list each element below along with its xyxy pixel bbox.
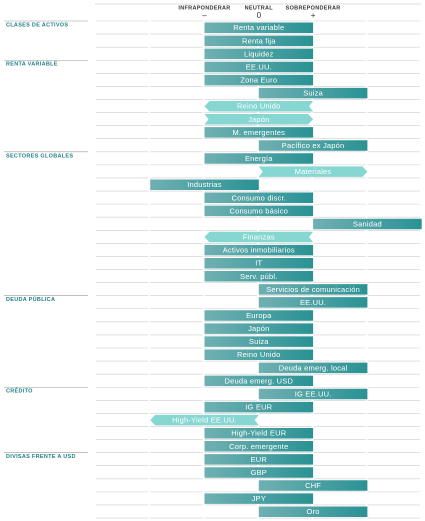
bar-label: EE.UU. <box>246 62 272 71</box>
position-bar <box>258 87 368 99</box>
bar-label: Consumo discr. <box>232 193 287 202</box>
section-title: DEUDA PÚBLICA <box>6 296 55 303</box>
position-bar <box>204 323 314 334</box>
position-bar <box>204 454 314 465</box>
bar-label: Zona Euro <box>240 76 277 85</box>
bar-label: CHF <box>305 481 321 490</box>
bar-label: Materiales <box>295 167 332 176</box>
bar-label: IT <box>255 259 262 268</box>
position-bar <box>204 349 314 360</box>
section-title: CLASES DE ACTIVOS <box>6 22 68 28</box>
position-bar <box>204 401 314 413</box>
bar-label: EUR <box>251 455 268 464</box>
section-title: RENTA VARIABLE <box>6 62 58 68</box>
position-bar <box>204 153 314 164</box>
bar-label: Industrias <box>187 180 222 189</box>
position-bar <box>258 297 368 308</box>
position-bar <box>150 414 259 426</box>
bar-label: Deuda emerg. USD <box>224 376 293 385</box>
bar-label: Energía <box>245 154 273 163</box>
bar-label: Liquidez <box>244 49 274 58</box>
position-bar <box>258 480 368 491</box>
bar-label: Deuda emerg. local <box>279 363 348 372</box>
position-bar <box>258 388 368 400</box>
bar-label: Consumo básico <box>229 206 288 215</box>
position-bar <box>204 493 314 504</box>
section-title: DIVISAS FRENTE A USD <box>6 454 76 460</box>
bar-label: Serv. públ. <box>240 272 278 281</box>
column-symbol: 0 <box>257 11 262 20</box>
position-bar <box>204 48 314 60</box>
position-bar <box>204 244 314 256</box>
bar-label: Servicios de comunicación <box>266 285 360 294</box>
bar-label: Pacífico ex Japón <box>282 141 345 150</box>
position-bar <box>204 336 314 347</box>
bar-label: Oro <box>307 507 320 516</box>
position-bar <box>204 114 314 125</box>
position-bar <box>204 74 314 86</box>
bar-label: Finanzas <box>243 233 275 242</box>
position-bar <box>258 362 368 374</box>
position-bar <box>204 22 314 33</box>
column-title: NEUTRAL <box>245 5 274 11</box>
bar-label: Renta fija <box>242 36 276 45</box>
bar-label: IG EUR <box>245 403 272 412</box>
bar-label: Japón <box>248 115 269 124</box>
bar-label: Renta variable <box>233 23 284 32</box>
bar-label: Japón <box>248 324 269 333</box>
section-title: SECTORES GLOBALES <box>6 153 73 159</box>
bar-label: Corp. emergente <box>229 442 288 451</box>
column-title: SOBREPONDERAR <box>286 5 341 11</box>
position-bar <box>258 506 368 517</box>
bar-label: Europa <box>246 311 272 320</box>
position-bar <box>204 257 314 269</box>
position-bar <box>204 35 314 47</box>
bar-label: JPY <box>252 494 266 503</box>
section-title: CRÉDITO <box>6 387 33 395</box>
position-bar <box>204 467 314 478</box>
bar-label: Reino Unido <box>237 102 280 111</box>
column-symbol: + <box>311 11 316 20</box>
bar-label: M. emergentes <box>232 128 285 137</box>
position-bar <box>204 375 314 387</box>
bar-label: GBP <box>251 468 267 477</box>
bar-label: Suiza <box>249 337 269 346</box>
position-bar <box>150 179 259 190</box>
position-bar <box>204 231 314 243</box>
position-bar <box>258 284 368 295</box>
position-bar <box>204 271 314 282</box>
bar-label: IG EE.UU. <box>295 389 332 398</box>
position-bar <box>204 127 314 138</box>
position-bar <box>204 192 314 204</box>
position-bar <box>258 140 368 151</box>
position-bar <box>204 205 314 217</box>
position-bar <box>204 441 314 452</box>
position-bar <box>204 310 314 321</box>
bar-label: EE.UU. <box>300 298 326 307</box>
bar-label: Sanidad <box>353 219 382 228</box>
bar-label: Activos inmobiliarios <box>223 246 295 255</box>
position-bar <box>258 166 368 177</box>
position-bar <box>313 218 422 230</box>
bar-label: Reino Unido <box>237 350 280 359</box>
column-symbol: – <box>202 11 207 20</box>
position-bar <box>204 427 314 439</box>
column-title: INFRAPONDERAR <box>178 5 230 11</box>
position-bar <box>204 61 314 73</box>
bar-label: High-Yield EE.UU. <box>172 416 237 425</box>
position-bar <box>204 100 314 112</box>
bar-label: High-Yield EUR <box>231 429 286 438</box>
bar-label: Suiza <box>303 89 323 98</box>
